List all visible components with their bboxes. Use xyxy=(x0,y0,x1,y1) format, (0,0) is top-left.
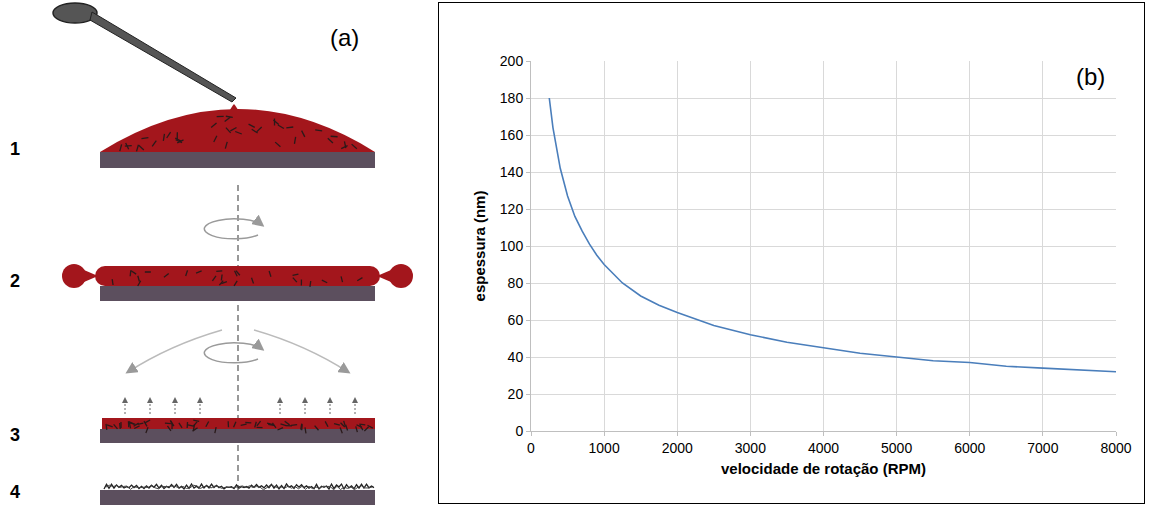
svg-text:2: 2 xyxy=(10,271,20,291)
svg-text:1000: 1000 xyxy=(589,440,620,456)
svg-text:20: 20 xyxy=(508,386,524,402)
svg-text:0: 0 xyxy=(515,423,523,439)
svg-text:120: 120 xyxy=(500,201,524,217)
svg-text:velocidade de rotação (RPM): velocidade de rotação (RPM) xyxy=(721,460,926,477)
svg-text:40: 40 xyxy=(508,349,524,365)
svg-text:3: 3 xyxy=(10,425,20,445)
svg-text:2000: 2000 xyxy=(662,440,693,456)
svg-text:6000: 6000 xyxy=(954,440,985,456)
svg-text:3000: 3000 xyxy=(735,440,766,456)
svg-text:8000: 8000 xyxy=(1100,440,1131,456)
svg-text:200: 200 xyxy=(500,53,524,69)
svg-text:4: 4 xyxy=(10,482,20,502)
svg-text:160: 160 xyxy=(500,127,524,143)
svg-text:100: 100 xyxy=(500,238,524,254)
svg-text:60: 60 xyxy=(508,312,524,328)
svg-text:180: 180 xyxy=(500,90,524,106)
svg-text:7000: 7000 xyxy=(1027,440,1058,456)
svg-text:140: 140 xyxy=(500,164,524,180)
svg-text:1: 1 xyxy=(10,139,20,159)
svg-text:0: 0 xyxy=(527,440,535,456)
svg-text:espessura (nm): espessura (nm) xyxy=(471,191,488,302)
svg-text:4000: 4000 xyxy=(808,440,839,456)
svg-text:(a): (a) xyxy=(330,24,359,51)
svg-text:(b): (b) xyxy=(1076,63,1105,90)
svg-text:80: 80 xyxy=(508,275,524,291)
svg-text:5000: 5000 xyxy=(881,440,912,456)
